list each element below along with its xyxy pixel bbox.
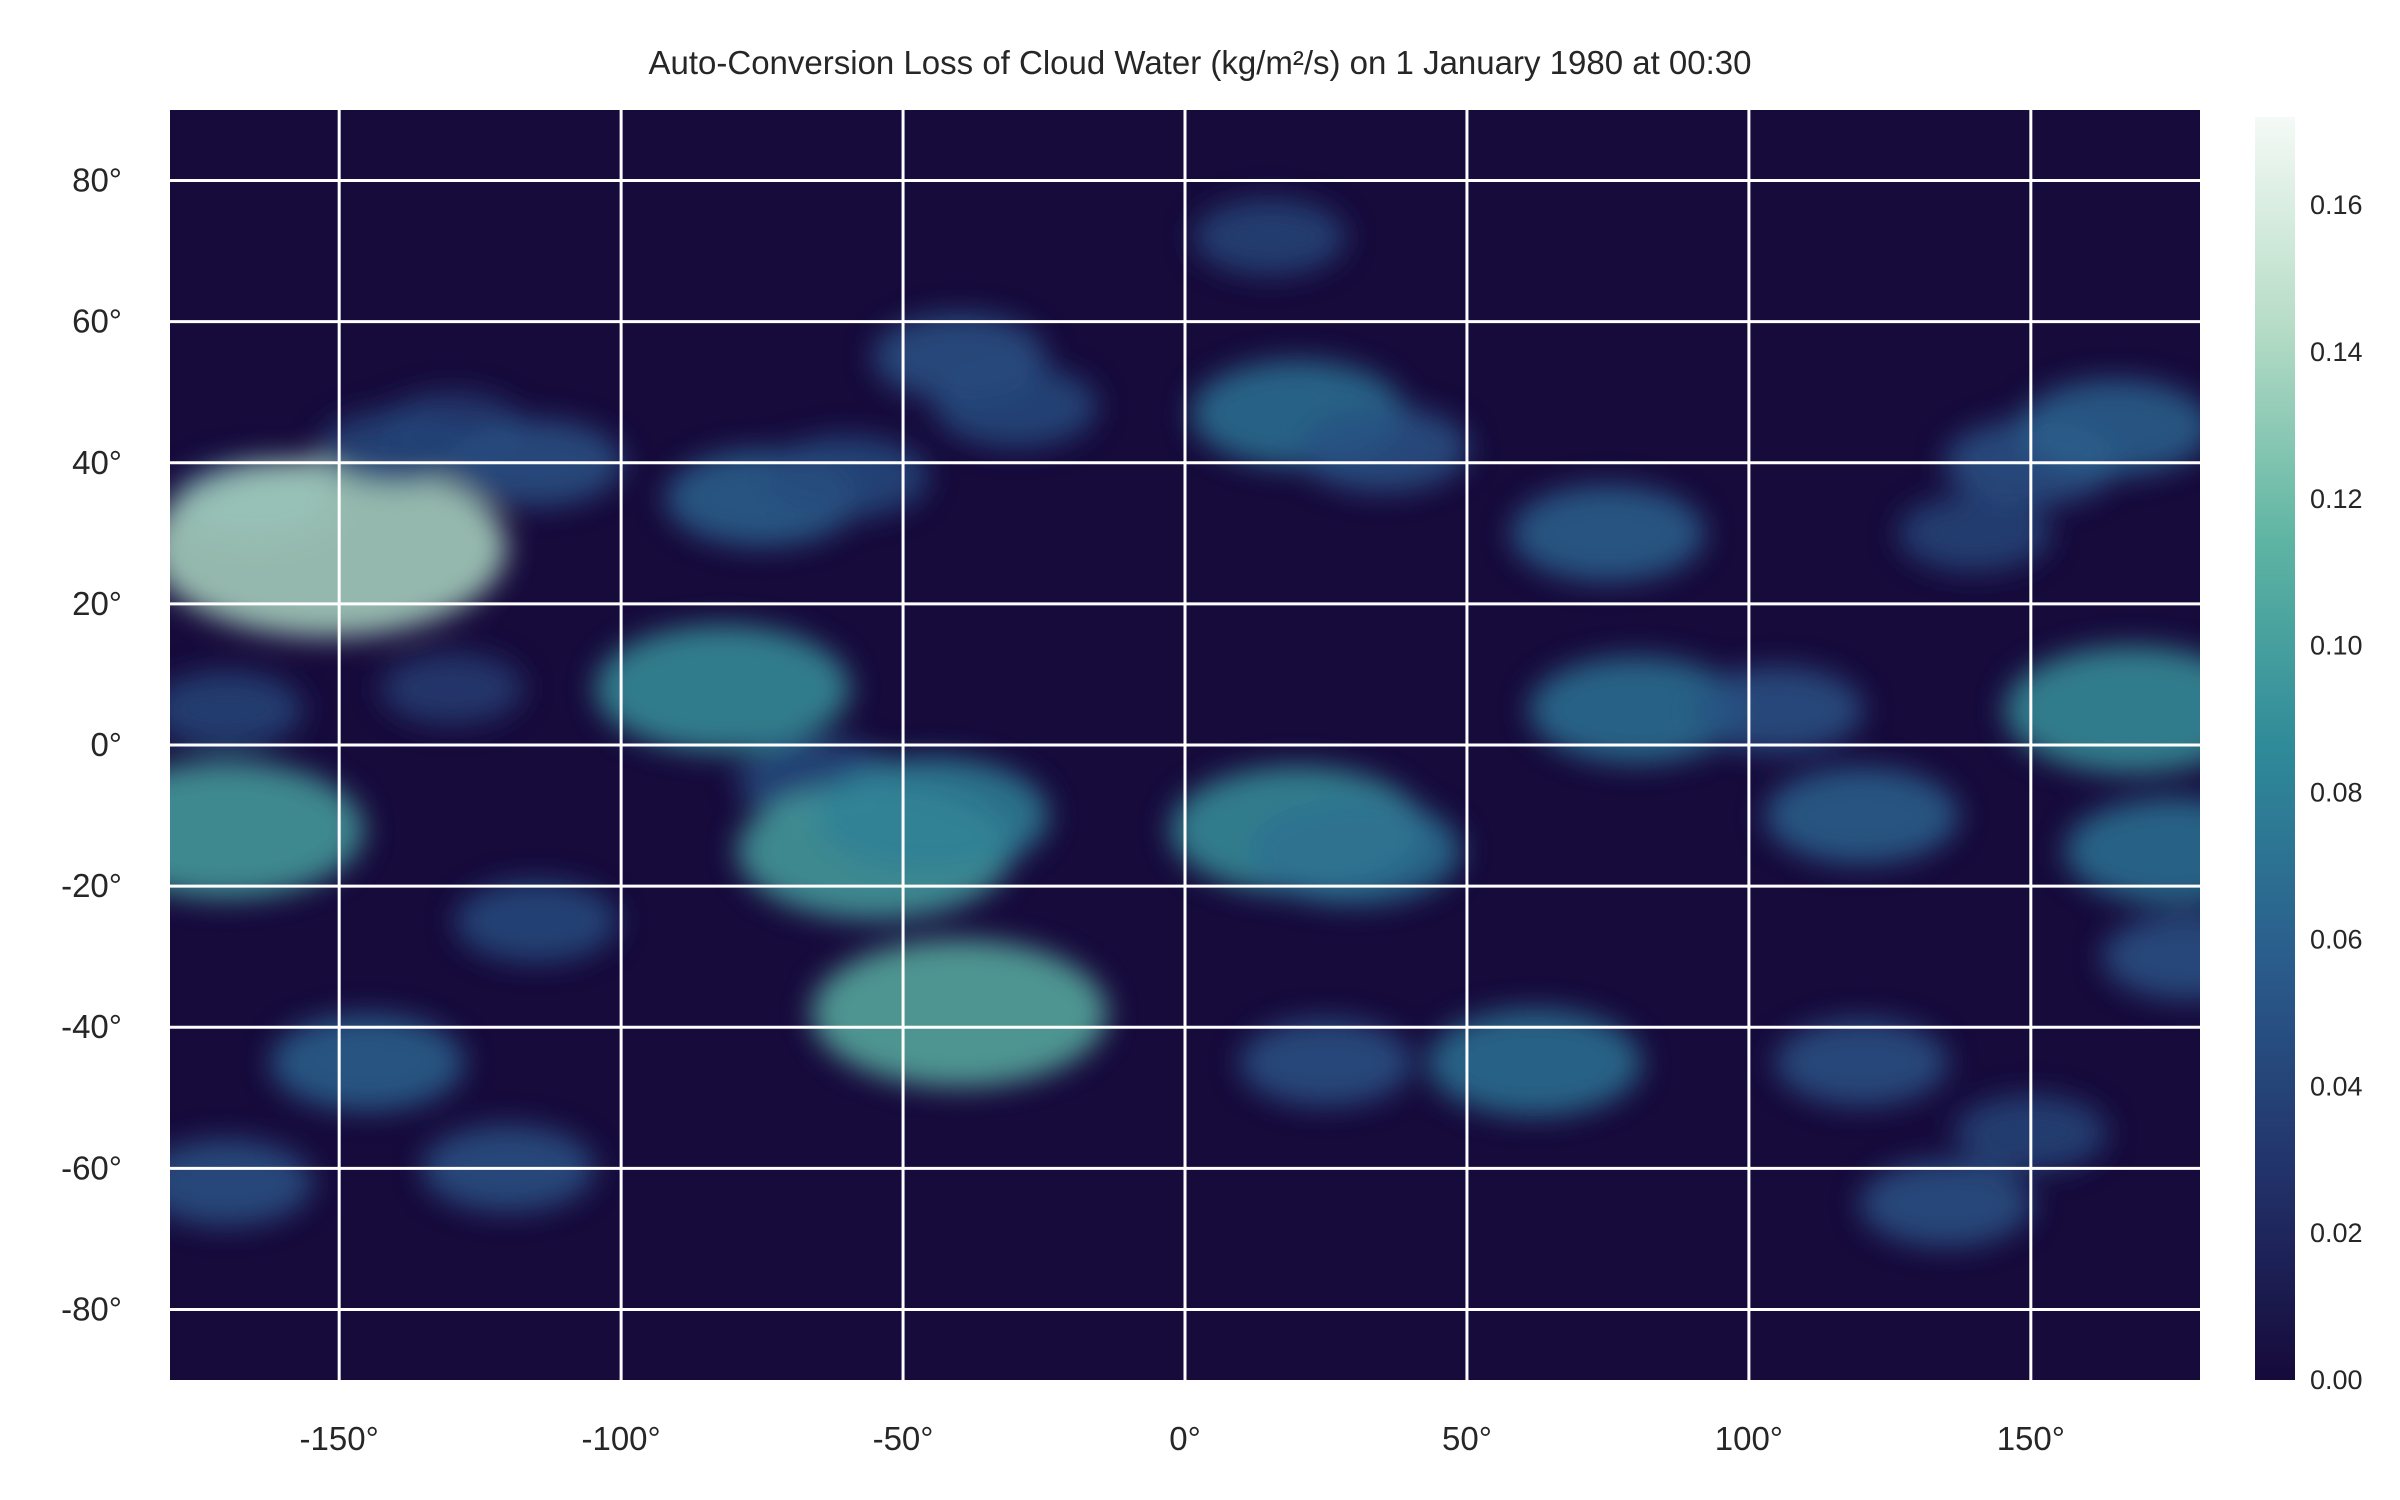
field-feature — [1690, 666, 1864, 753]
field-feature — [1193, 198, 1346, 276]
y-tick-label: 60° — [72, 303, 122, 340]
x-tick-label: 0° — [1169, 1420, 1201, 1457]
x-tick-label: 50° — [1442, 1420, 1492, 1457]
x-tick-label: 100° — [1715, 1420, 1783, 1457]
y-tick-label: 40° — [72, 444, 122, 481]
field-feature — [1859, 1160, 2033, 1247]
y-tick-label: 20° — [72, 585, 122, 622]
field-feature — [595, 624, 850, 753]
field-feature — [319, 410, 472, 487]
x-tick-label: -100° — [581, 1420, 660, 1457]
field-feature — [1511, 485, 1705, 582]
y-tick-label: -80° — [61, 1290, 122, 1327]
x-axis: -150° -100° -50° 0° 50° 100° 150° — [300, 1420, 2065, 1457]
x-tick-label: 150° — [1997, 1420, 2065, 1457]
y-tick-label: 80° — [72, 162, 122, 199]
field-feature — [170, 760, 364, 899]
x-tick-label: -150° — [300, 1420, 379, 1457]
field-feature — [934, 365, 1098, 447]
y-tick-label: -40° — [61, 1008, 122, 1045]
field-feature — [2005, 646, 2200, 774]
colorbar-tick-label: 0.14 — [2310, 337, 2363, 367]
field-feature — [455, 880, 618, 963]
y-axis: 80° 60° 40° 20° 0° -20° -40° -60° -80° — [61, 162, 122, 1328]
colorbar-tick-label: 0.10 — [2310, 631, 2363, 661]
chart-title: Auto-Conversion Loss of Cloud Water (kg/… — [648, 44, 1752, 81]
colorbar-tick-label: 0.12 — [2310, 484, 2363, 514]
field-feature — [170, 458, 507, 637]
field-feature — [811, 939, 1108, 1087]
field-feature — [170, 1139, 313, 1226]
x-tick-label: -50° — [873, 1420, 934, 1457]
grid-lines — [170, 110, 2200, 1380]
field-feature — [2065, 797, 2200, 905]
field-feature — [1775, 1019, 1949, 1106]
field-feature — [1765, 767, 1959, 864]
field-feature — [814, 757, 1049, 875]
field-feature — [765, 436, 928, 518]
colorbar-tick-label: 0.06 — [2310, 924, 2363, 954]
colorbar-tick-label: 0.00 — [2310, 1365, 2363, 1395]
y-tick-label: 0° — [90, 726, 122, 763]
field-feature — [1529, 656, 1743, 764]
field-feature — [170, 671, 303, 748]
colorbar — [2255, 117, 2295, 1380]
y-tick-label: -20° — [61, 867, 122, 904]
field-feature — [270, 1014, 464, 1111]
colorbar-axis: 0.00 0.02 0.04 0.06 0.08 0.10 0.12 0.14 0.16 — [2310, 190, 2363, 1395]
colorbar-tick-label: 0.08 — [2310, 778, 2363, 808]
colorbar-tick-label: 0.02 — [2310, 1218, 2363, 1248]
field-feature — [1295, 405, 1469, 492]
y-tick-label: -60° — [61, 1149, 122, 1186]
field-feature — [380, 653, 523, 725]
field-feature — [1898, 495, 2051, 572]
field-feature — [1239, 1019, 1413, 1106]
field-feature — [2018, 379, 2200, 476]
colorbar-tick-label: 0.16 — [2310, 190, 2363, 220]
colorbar-tick-label: 0.04 — [2310, 1071, 2363, 1101]
field-feature — [1247, 797, 1461, 905]
field-feature — [2102, 913, 2200, 1000]
field-feature — [1427, 1009, 1642, 1116]
